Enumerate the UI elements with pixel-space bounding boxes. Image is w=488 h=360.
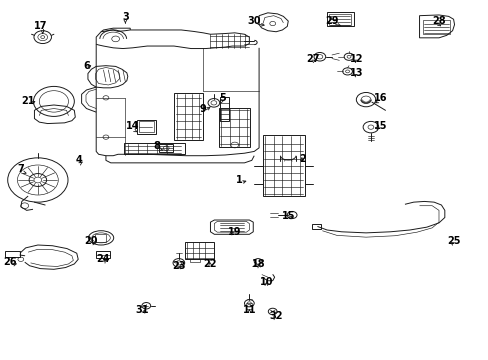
Text: 4: 4 xyxy=(76,156,82,165)
Bar xyxy=(95,234,106,242)
Text: 9: 9 xyxy=(200,104,206,113)
Text: 32: 32 xyxy=(269,311,282,321)
Text: 29: 29 xyxy=(325,16,338,26)
Text: 20: 20 xyxy=(84,236,98,246)
Text: 5: 5 xyxy=(219,93,225,103)
Text: 3: 3 xyxy=(122,13,128,22)
Bar xyxy=(220,97,228,121)
Text: 18: 18 xyxy=(252,259,265,269)
Text: 16: 16 xyxy=(373,93,386,103)
Text: 24: 24 xyxy=(97,253,110,264)
Bar xyxy=(190,258,200,262)
Bar xyxy=(326,12,353,26)
Bar xyxy=(328,14,351,25)
Bar xyxy=(136,120,156,134)
Bar xyxy=(138,121,154,132)
Text: 2: 2 xyxy=(299,154,305,163)
Bar xyxy=(219,108,250,147)
Text: 25: 25 xyxy=(446,236,459,246)
Text: 12: 12 xyxy=(349,54,362,64)
Text: 14: 14 xyxy=(126,121,139,131)
Bar xyxy=(311,224,321,229)
Bar xyxy=(174,93,203,140)
Bar xyxy=(5,251,20,257)
Bar xyxy=(185,242,214,259)
Bar xyxy=(96,251,110,258)
Text: 21: 21 xyxy=(21,96,35,107)
Bar xyxy=(246,303,252,309)
Bar xyxy=(263,135,304,196)
Text: 23: 23 xyxy=(172,261,185,271)
Bar xyxy=(159,144,173,153)
Text: 19: 19 xyxy=(227,227,241,237)
Text: 15: 15 xyxy=(373,121,386,131)
Text: 13: 13 xyxy=(349,68,362,78)
Bar xyxy=(423,20,449,34)
Text: 26: 26 xyxy=(3,257,17,267)
Text: 10: 10 xyxy=(259,277,273,287)
Text: 28: 28 xyxy=(431,16,445,26)
Text: 30: 30 xyxy=(247,16,261,26)
Text: 15: 15 xyxy=(281,211,294,221)
Text: 8: 8 xyxy=(153,141,160,151)
Text: 11: 11 xyxy=(242,305,256,315)
Bar xyxy=(124,143,185,154)
Text: 27: 27 xyxy=(305,54,319,64)
Text: 1: 1 xyxy=(236,175,243,185)
Text: 6: 6 xyxy=(83,61,90,71)
Text: 17: 17 xyxy=(34,21,47,31)
Text: 22: 22 xyxy=(203,259,217,269)
Text: 7: 7 xyxy=(18,164,24,174)
Text: 31: 31 xyxy=(135,305,149,315)
